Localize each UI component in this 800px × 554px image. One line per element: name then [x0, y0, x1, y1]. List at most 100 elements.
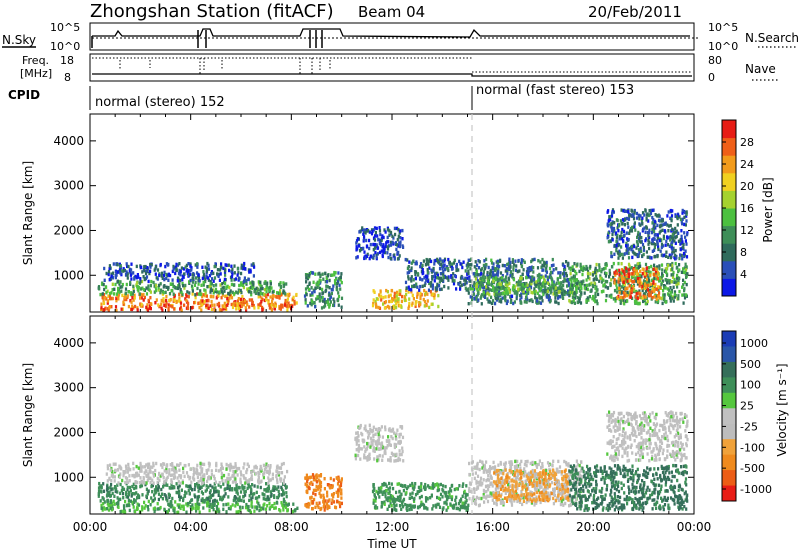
- data-cell: [360, 447, 363, 451]
- data-cell: [268, 467, 271, 471]
- data-cell: [207, 299, 210, 303]
- data-cell: [279, 479, 282, 483]
- data-cell: [327, 302, 330, 307]
- data-cell: [392, 305, 395, 309]
- data-cell: [130, 307, 134, 312]
- data-cell: [394, 299, 397, 303]
- data-cell: [283, 475, 286, 479]
- data-cell: [359, 247, 363, 252]
- data-cell: [421, 278, 424, 282]
- data-cell: [381, 244, 384, 249]
- data-cell: [562, 283, 565, 288]
- data-cell: [354, 453, 357, 457]
- data-cell: [266, 495, 269, 500]
- data-cell: [678, 276, 681, 280]
- data-cell: [189, 264, 192, 268]
- data-cell: [129, 499, 132, 503]
- data-cell: [259, 485, 262, 490]
- data-cell: [496, 283, 499, 287]
- data-cell: [250, 263, 253, 267]
- data-cell: [139, 463, 142, 467]
- data-cell: [315, 484, 318, 489]
- data-cell: [438, 276, 441, 280]
- scatter-region: [371, 481, 470, 512]
- data-cell: [106, 499, 110, 503]
- data-cell: [189, 278, 192, 283]
- data-cell: [244, 489, 247, 494]
- data-cell: [557, 286, 560, 290]
- data-cell: [656, 233, 659, 237]
- data-cell: [171, 463, 174, 468]
- data-cell: [207, 468, 210, 472]
- data-cell: [139, 476, 142, 480]
- data-cell: [669, 268, 673, 272]
- data-cell: [384, 244, 387, 248]
- data-cell: [129, 299, 132, 303]
- data-cell: [199, 289, 202, 293]
- data-cell: [600, 280, 604, 284]
- data-cell: [519, 298, 522, 302]
- data-cell: [588, 283, 591, 287]
- data-cell: [645, 250, 648, 254]
- data-cell: [251, 483, 254, 487]
- data-cell: [314, 305, 317, 309]
- data-cell: [410, 288, 413, 292]
- nsky-panel: N.Sky 10^5 10^0 10^5 10^0 N.Search: [2, 21, 799, 53]
- data-cell: [203, 473, 206, 477]
- data-cell: [158, 478, 161, 482]
- data-cell: [364, 428, 368, 432]
- data-cell: [263, 502, 266, 506]
- data-cell: [240, 263, 243, 267]
- data-cell: [178, 299, 181, 303]
- data-cell: [140, 302, 143, 307]
- data-cell: [118, 290, 121, 295]
- data-cell: [149, 470, 152, 474]
- data-cell: [395, 243, 399, 247]
- data-cell: [119, 280, 122, 284]
- data-cell: [436, 276, 439, 280]
- data-cell: [212, 288, 215, 292]
- data-cell: [401, 435, 405, 440]
- data-cell: [145, 481, 148, 485]
- data-cell: [158, 283, 161, 288]
- data-cell: [196, 485, 200, 489]
- data-cell: [211, 499, 215, 503]
- data-cell: [168, 472, 171, 476]
- data-cell: [322, 497, 325, 501]
- data-cell: [525, 296, 528, 300]
- data-cell: [370, 440, 373, 444]
- data-cell: [117, 481, 120, 485]
- data-cell: [313, 301, 316, 305]
- data-cell: [107, 269, 111, 274]
- data-cell: [159, 494, 162, 499]
- data-cell: [190, 507, 193, 512]
- data-cell: [149, 465, 152, 469]
- data-cell: [615, 236, 618, 240]
- data-cell: [654, 271, 657, 275]
- data-cell: [646, 274, 649, 278]
- data-cell: [282, 505, 285, 509]
- data-cell: [461, 265, 464, 270]
- data-cell: [173, 510, 176, 514]
- data-cell: [683, 280, 686, 285]
- data-cell: [625, 216, 628, 221]
- data-cell: [679, 253, 682, 257]
- data-cell: [257, 287, 260, 292]
- data-cell: [171, 305, 174, 309]
- data-cell: [545, 270, 548, 274]
- data-cell: [247, 480, 250, 484]
- data-cell: [130, 494, 133, 498]
- data-cell: [663, 253, 666, 257]
- data-cell: [388, 299, 391, 304]
- velocity-scatter-regions: [97, 410, 689, 515]
- data-cell: [207, 263, 210, 268]
- data-cell: [262, 507, 265, 511]
- data-cell: [424, 291, 427, 296]
- data-cell: [163, 469, 166, 473]
- data-cell: [668, 288, 671, 293]
- data-cell: [682, 283, 685, 287]
- data-cell: [506, 262, 509, 267]
- data-cell: [106, 485, 109, 489]
- data-cell: [318, 294, 321, 299]
- data-cell: [419, 296, 422, 301]
